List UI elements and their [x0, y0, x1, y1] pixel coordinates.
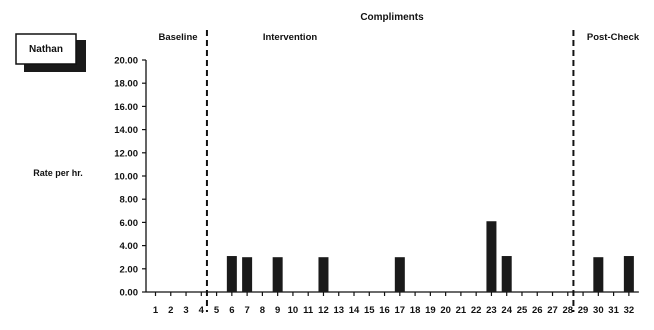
phase-label-intervention: Intervention — [263, 32, 318, 43]
x-tick-label: 21 — [456, 305, 467, 316]
y-tick-label: 18.00 — [114, 79, 138, 90]
bar-session-32 — [623, 256, 634, 292]
x-tick-label: 12 — [318, 305, 329, 316]
chart-title: Compliments — [360, 12, 424, 23]
y-tick-label: 20.00 — [114, 56, 138, 67]
x-tick-label: 17 — [395, 305, 406, 316]
x-tick-label: 5 — [214, 305, 220, 316]
x-tick-label: 3 — [183, 305, 188, 316]
x-tick-label: 2 — [168, 305, 173, 316]
x-tick-label: 19 — [425, 305, 436, 316]
x-tick-label: 32 — [624, 305, 635, 316]
y-tick-label: 2.00 — [120, 264, 139, 275]
x-tick-label: 25 — [517, 305, 528, 316]
y-tick-label: 12.00 — [114, 148, 138, 159]
bar-session-24 — [501, 256, 512, 292]
x-tick-label: 4 — [199, 305, 205, 316]
bar-session-9 — [272, 257, 283, 292]
x-tick-label: 20 — [440, 305, 451, 316]
x-tick-label: 29 — [578, 305, 589, 316]
x-tick-label: 30 — [593, 305, 604, 316]
x-tick-label: 15 — [364, 305, 375, 316]
x-tick-label: 1 — [153, 305, 159, 316]
x-tick-label: 16 — [379, 305, 390, 316]
y-tick-label: 8.00 — [120, 195, 139, 206]
x-tick-label: 8 — [260, 305, 265, 316]
name-box: Nathan — [15, 33, 86, 72]
x-tick-label: 14 — [349, 305, 360, 316]
x-tick-label: 23 — [486, 305, 497, 316]
bar-session-6 — [226, 256, 237, 292]
bar-session-7 — [242, 257, 253, 292]
y-tick-label: 14.00 — [114, 125, 138, 136]
bar-session-30 — [593, 257, 604, 292]
x-tick-label: 28 — [563, 305, 574, 316]
x-tick-label: 26 — [532, 305, 543, 316]
y-tick-label: 4.00 — [120, 241, 139, 252]
x-tick-label: 27 — [547, 305, 558, 316]
y-tick-label: 0.00 — [120, 288, 139, 299]
y-tick-label: 6.00 — [120, 218, 139, 229]
x-tick-label: 13 — [333, 305, 344, 316]
y-axis-title: Rate per hr. — [33, 168, 83, 178]
x-tick-label: 6 — [229, 305, 234, 316]
x-tick-label: 18 — [410, 305, 421, 316]
y-tick-label: 16.00 — [114, 102, 138, 113]
x-tick-label: 31 — [608, 305, 619, 316]
bar-session-23 — [486, 221, 497, 292]
x-tick-label: 9 — [275, 305, 280, 316]
name-box-frame — [15, 33, 77, 65]
bar-session-17 — [394, 257, 405, 292]
x-tick-label: 22 — [471, 305, 482, 316]
plot-area: 0.00 2.00 4.00 6.00 8.00 10.00 12.00 14.00 16.00… — [114, 30, 639, 316]
y-tick-label: 10.00 — [114, 172, 138, 183]
x-tick-label: 7 — [244, 305, 249, 316]
name-label: Nathan — [29, 44, 63, 55]
phase-label-post-check: Post-Check — [587, 32, 640, 43]
x-tick-label: 11 — [303, 305, 314, 316]
x-tick-label: 10 — [288, 305, 299, 316]
phase-label-baseline: Baseline — [158, 32, 197, 43]
x-tick-label: 24 — [501, 305, 512, 316]
bar-session-12 — [318, 257, 329, 292]
